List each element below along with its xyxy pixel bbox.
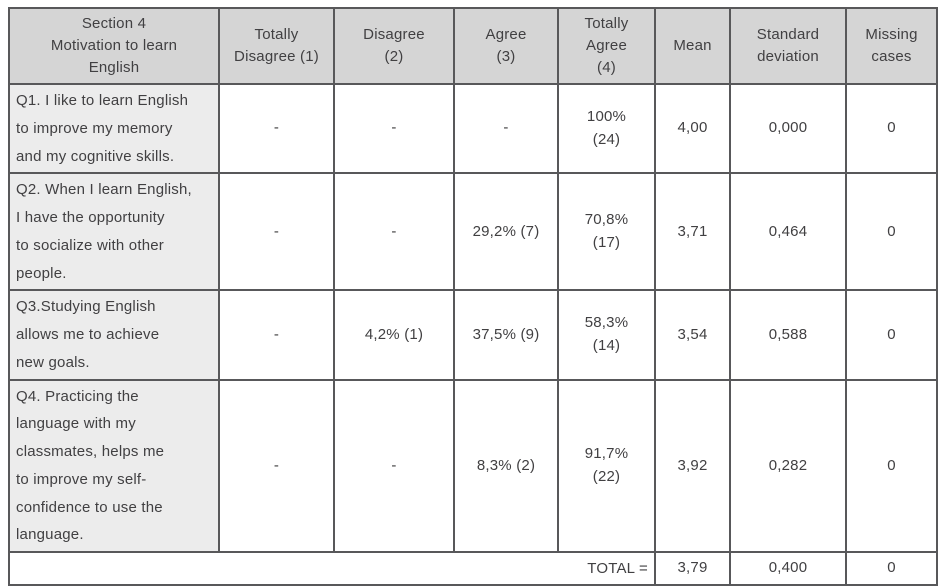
mean-cell: 3,71 [654, 172, 731, 292]
std-deviation-cell: 0,588 [729, 289, 847, 381]
missing-cases-cell: 0 [845, 378, 938, 553]
totally-agree-cell: 58,3% (14) [557, 289, 656, 381]
total-label: TOTAL = [8, 551, 656, 586]
disagree-cell: - [333, 82, 455, 175]
question-cell: Q2. When I learn English, I have the opp… [8, 172, 220, 292]
header-totally-disagree: Totally Disagree (1) [218, 7, 335, 85]
totally-disagree-cell: - [218, 172, 335, 292]
header-agree: Agree (3) [453, 7, 559, 85]
question-cell: Q3.Studying English allows me to achieve… [8, 289, 220, 381]
disagree-cell: - [333, 172, 455, 292]
disagree-cell: - [333, 378, 455, 553]
table-row-q1: Q1. I like to learn English to improve m… [8, 82, 938, 175]
header-disagree: Disagree (2) [333, 7, 455, 85]
header-mean: Mean [654, 7, 731, 85]
totally-agree-cell: 70,8% (17) [557, 172, 656, 292]
question-cell: Q4. Practicing the language with my clas… [8, 378, 220, 553]
missing-cases-cell: 0 [845, 289, 938, 381]
mean-cell: 3,54 [654, 289, 731, 381]
mean-cell: 4,00 [654, 82, 731, 175]
std-deviation-cell: 0,282 [729, 378, 847, 553]
header-std-deviation: Standard deviation [729, 7, 847, 85]
table-row-q2: Q2. When I learn English, I have the opp… [8, 172, 938, 292]
agree-cell: 37,5% (9) [453, 289, 559, 381]
question-cell: Q1. I like to learn English to improve m… [8, 82, 220, 175]
totally-agree-cell: 100% (24) [557, 82, 656, 175]
totally-disagree-cell: - [218, 289, 335, 381]
total-missing-cases-cell: 0 [845, 551, 938, 586]
agree-cell: - [453, 82, 559, 175]
total-std-deviation-cell: 0,400 [729, 551, 847, 586]
std-deviation-cell: 0,000 [729, 82, 847, 175]
agree-cell: 29,2% (7) [453, 172, 559, 292]
header-missing-cases: Missing cases [845, 7, 938, 85]
totally-disagree-cell: - [218, 82, 335, 175]
totally-disagree-cell: - [218, 378, 335, 553]
header-totally-agree: Totally Agree (4) [557, 7, 656, 85]
missing-cases-cell: 0 [845, 82, 938, 175]
table-row-q3: Q3.Studying English allows me to achieve… [8, 289, 938, 381]
totally-agree-cell: 91,7% (22) [557, 378, 656, 553]
agree-cell: 8,3% (2) [453, 378, 559, 553]
missing-cases-cell: 0 [845, 172, 938, 292]
table-header-row: Section 4 Motivation to learn English To… [8, 7, 938, 85]
disagree-cell: 4,2% (1) [333, 289, 455, 381]
total-mean-cell: 3,79 [654, 551, 731, 586]
motivation-results-table: Section 4 Motivation to learn English To… [8, 7, 938, 586]
table-row-q4: Q4. Practicing the language with my clas… [8, 378, 938, 553]
header-section: Section 4 Motivation to learn English [8, 7, 220, 85]
table-row-total: TOTAL = 3,79 0,400 0 [8, 551, 938, 586]
std-deviation-cell: 0,464 [729, 172, 847, 292]
mean-cell: 3,92 [654, 378, 731, 553]
